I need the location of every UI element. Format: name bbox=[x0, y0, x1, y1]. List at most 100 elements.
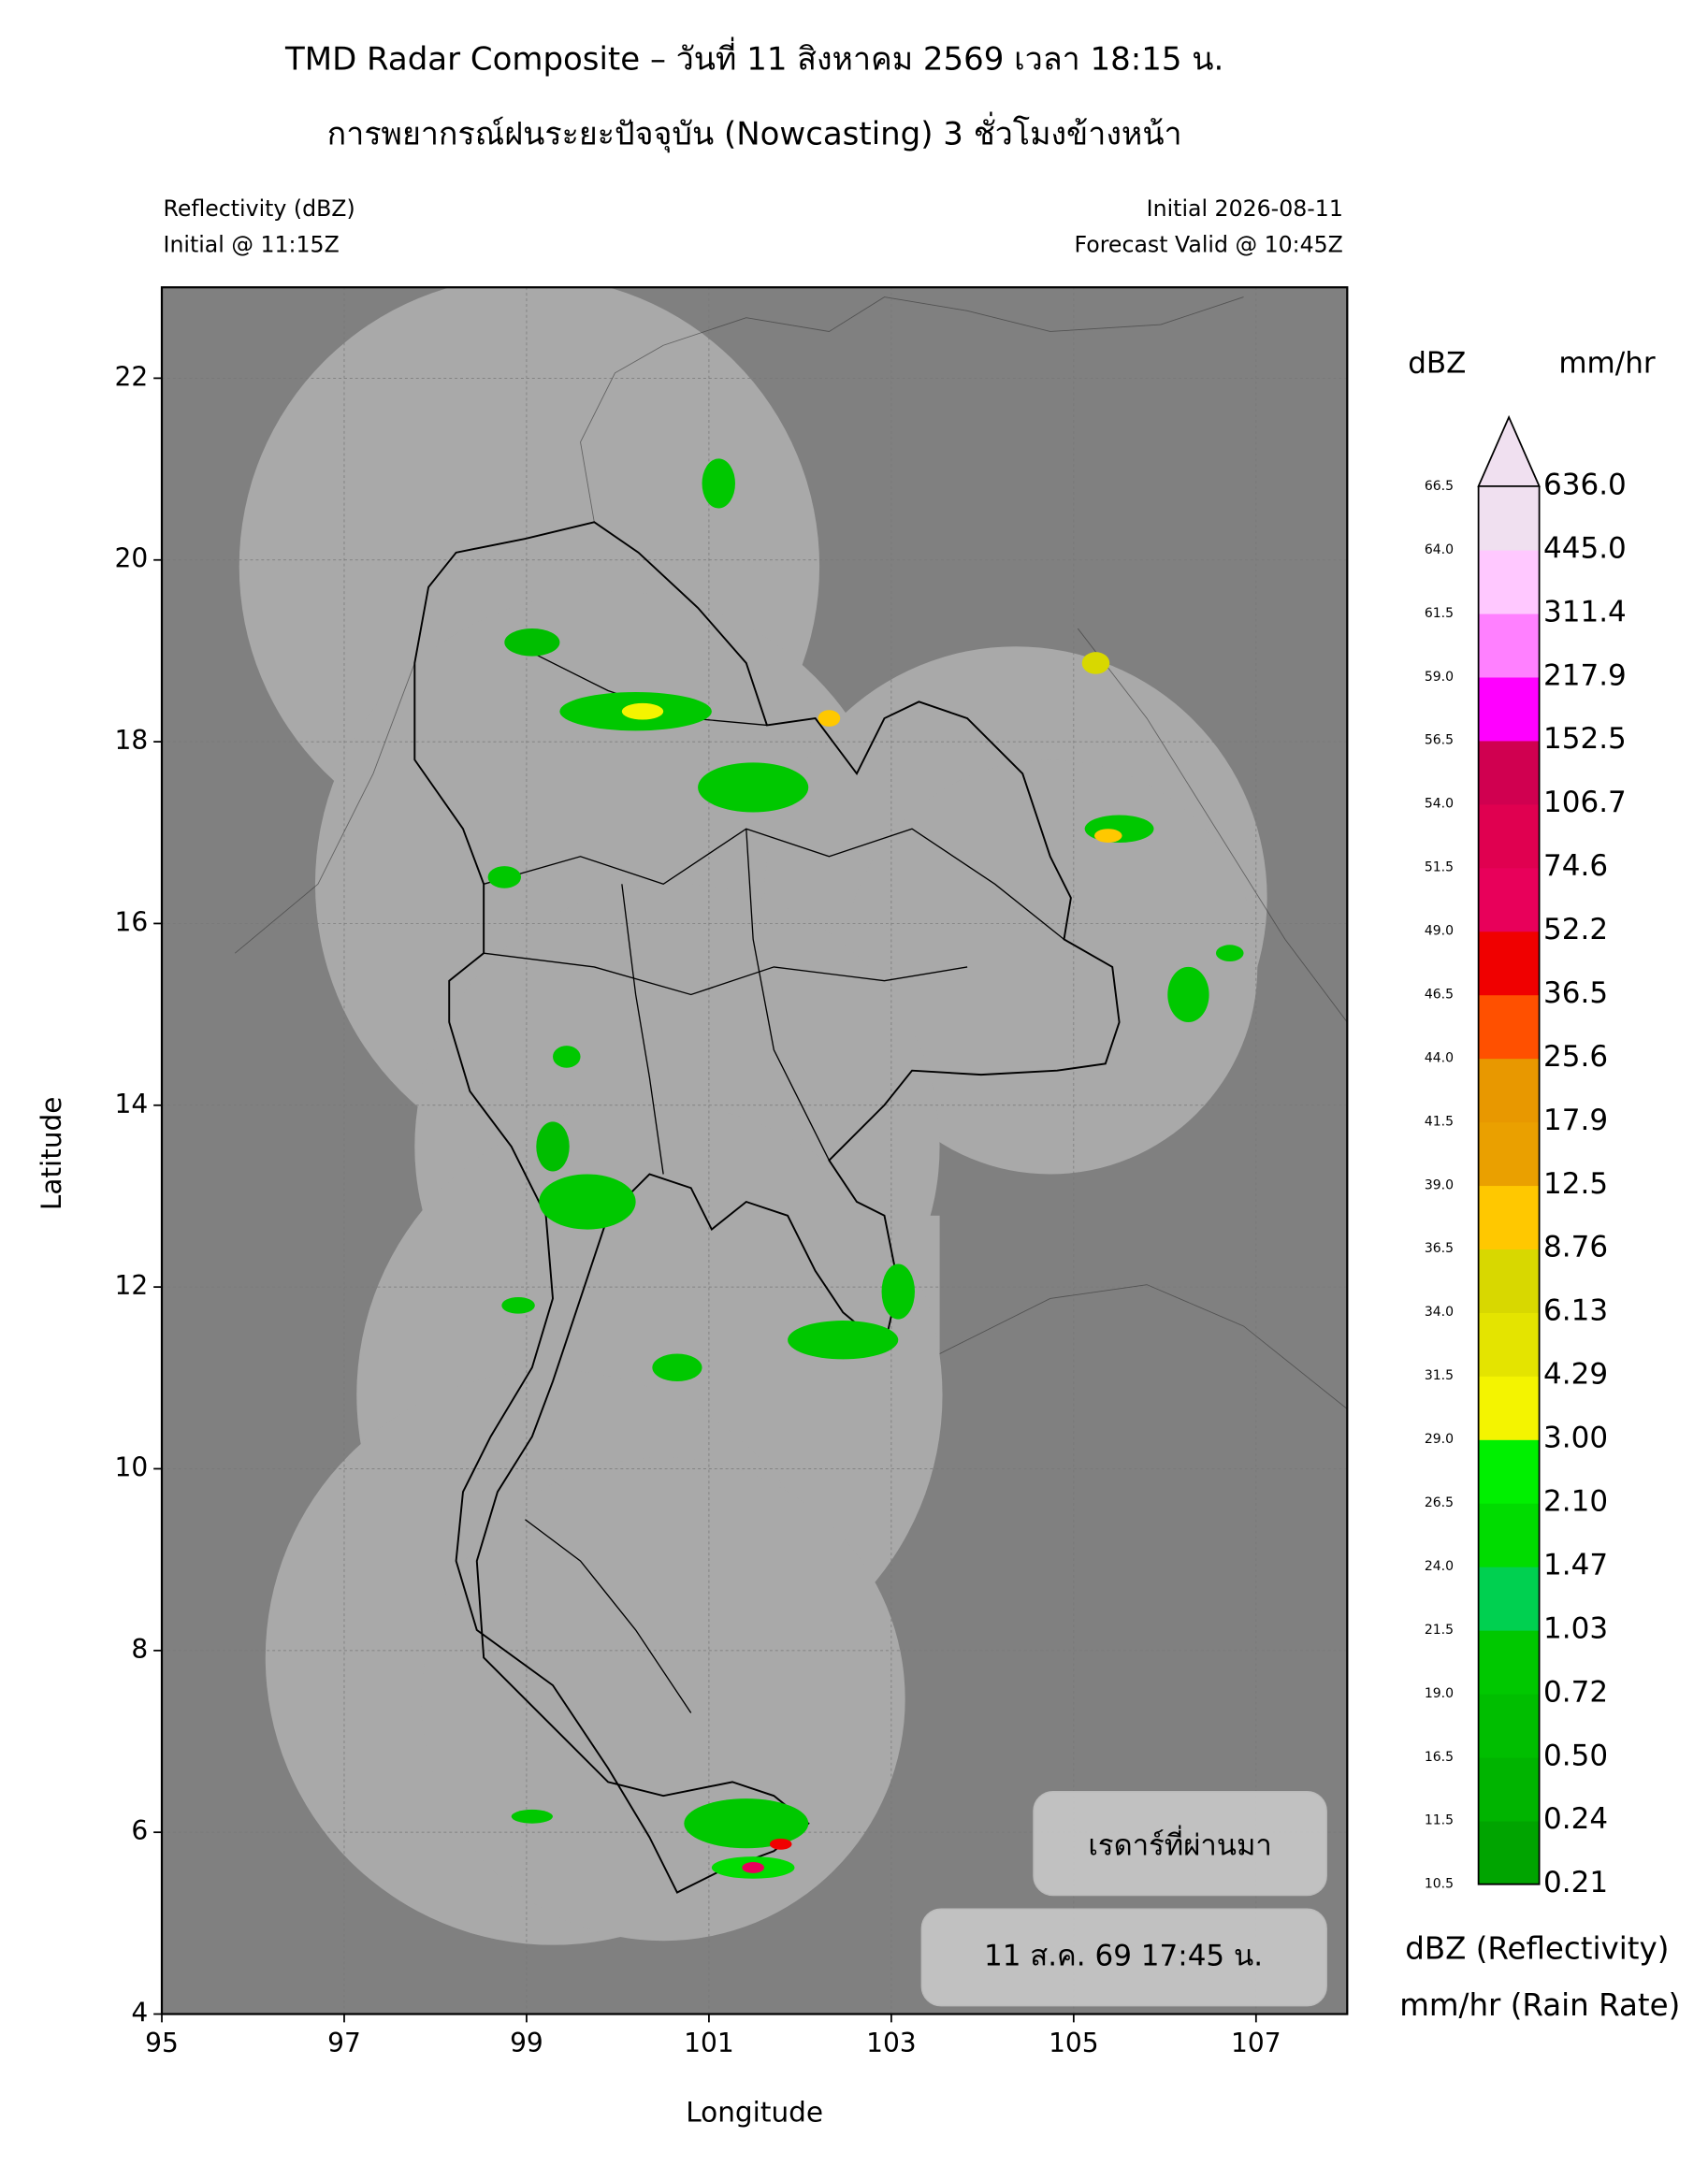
x-tick-label: 95 bbox=[145, 2028, 179, 2058]
y-tick-label: 4 bbox=[131, 1998, 148, 2029]
colorbar-dbz-label: 29.0 bbox=[1425, 1432, 1454, 1447]
colorbar-segment bbox=[1478, 867, 1540, 932]
province-line bbox=[484, 952, 968, 996]
colorbar-rate-label: 636.0 bbox=[1543, 468, 1627, 501]
colorbar-dbz-label: 24.0 bbox=[1425, 1559, 1454, 1574]
province-line bbox=[483, 828, 1064, 940]
y-tick-label: 16 bbox=[115, 906, 149, 937]
province-line bbox=[525, 1519, 692, 1713]
echo bbox=[501, 1296, 535, 1314]
colorbar-header: dBZ bbox=[1408, 346, 1466, 380]
echo bbox=[539, 1174, 636, 1230]
echo bbox=[652, 1353, 702, 1382]
colorbar-rate-label: 17.9 bbox=[1543, 1104, 1608, 1137]
colorbar-rate-label: 445.0 bbox=[1543, 531, 1627, 565]
colorbar-segment bbox=[1478, 1312, 1540, 1377]
colorbar-dbz-label: 19.0 bbox=[1425, 1686, 1454, 1701]
title: TMD Radar Composite – วันที่ 11 สิงหาคม … bbox=[284, 36, 1223, 78]
coverage-circle bbox=[843, 759, 1258, 1175]
map-area bbox=[162, 287, 1348, 2014]
colorbar: 10.5 11.5 16.5 19.0 21.5 24.0 26.5 29.0 31.5 34.0… bbox=[1425, 414, 1627, 1899]
colorbar-rate-label: 152.5 bbox=[1543, 722, 1627, 756]
colorbar-segment bbox=[1478, 549, 1540, 614]
colorbar-rate-label: 0.21 bbox=[1543, 1866, 1608, 1899]
colorbar-rate-label: 311.4 bbox=[1543, 595, 1627, 628]
colorbar-segment bbox=[1478, 613, 1540, 678]
axes: 95 97 99 101 103 105 107 4 6 8 10 12 14 16 18 20 22 bbox=[115, 361, 1281, 2058]
echo bbox=[788, 1321, 899, 1360]
x-tick-label: 103 bbox=[866, 2028, 917, 2058]
colorbar-dbz-label: 54.0 bbox=[1425, 797, 1454, 812]
info-left: Initial @ 11:15Z bbox=[163, 231, 339, 257]
colorbar-dbz-label: 44.0 bbox=[1425, 1050, 1454, 1065]
colorbar-extension bbox=[1477, 414, 1541, 487]
y-tick-label: 20 bbox=[115, 543, 149, 574]
colorbar-dbz-label: 59.0 bbox=[1425, 670, 1454, 685]
colorbar-rate-label: 0.50 bbox=[1543, 1739, 1608, 1772]
overlay-text: 11 ส.ค. 69 17:45 น. bbox=[984, 1939, 1263, 1972]
colorbar-dbz-label: 39.0 bbox=[1425, 1177, 1454, 1192]
y-tick-label: 22 bbox=[115, 361, 149, 392]
info-right: Forecast Valid @ 10:45Z bbox=[1075, 231, 1343, 257]
colorbar-segment bbox=[1478, 1566, 1540, 1631]
echo bbox=[769, 1838, 792, 1850]
colorbar-rate-label: 0.24 bbox=[1543, 1802, 1608, 1836]
echo bbox=[1094, 829, 1122, 843]
x-tick-label: 107 bbox=[1231, 2028, 1281, 2058]
colorbar-rate-label: 2.10 bbox=[1543, 1485, 1608, 1519]
colorbar-segment bbox=[1478, 1249, 1540, 1313]
colorbar-rate-label: 1.03 bbox=[1543, 1611, 1608, 1645]
colorbar-dbz-label: 56.5 bbox=[1425, 733, 1454, 748]
colorbar-rate-label: 6.13 bbox=[1543, 1294, 1608, 1328]
colorbar-segment bbox=[1478, 1756, 1540, 1822]
colorbar-dbz-label: 64.0 bbox=[1425, 542, 1454, 557]
colorbar-rate-label: 12.5 bbox=[1543, 1167, 1608, 1201]
colorbar-dbz-label: 36.5 bbox=[1425, 1241, 1454, 1256]
y-tick-label: 10 bbox=[115, 1451, 149, 1482]
x-tick-label: 97 bbox=[327, 2028, 361, 2058]
colorbar-dbz-label: 21.5 bbox=[1425, 1623, 1454, 1638]
colorbar-segment bbox=[1478, 803, 1540, 869]
info-left: Reflectivity (dBZ) bbox=[163, 195, 355, 222]
colorbar-rate-label: 8.76 bbox=[1543, 1231, 1608, 1264]
x-tick-label: 105 bbox=[1049, 2028, 1099, 2058]
colorbar-header: mm/hr bbox=[1558, 346, 1655, 380]
colorbar-rate-label: 106.7 bbox=[1543, 786, 1627, 819]
colorbar-dbz-label: 11.5 bbox=[1425, 1813, 1454, 1828]
colorbar-rate-label: 4.29 bbox=[1543, 1358, 1608, 1392]
province-line bbox=[745, 829, 831, 1162]
map-frame bbox=[160, 286, 1349, 2015]
echo bbox=[511, 1809, 554, 1824]
colorbar-segment bbox=[1478, 1503, 1540, 1567]
echo bbox=[1215, 945, 1244, 962]
echo bbox=[504, 628, 560, 657]
colorbar-segment bbox=[1478, 1058, 1540, 1123]
province-line bbox=[621, 884, 664, 1175]
colorbar-legend: dBZ (Reflectivity) bbox=[1405, 1931, 1669, 1967]
subtitle: การพยากรณ์ฝนระยะปัจจุบัน (Nowcasting) 3 … bbox=[327, 111, 1182, 152]
colorbar-rate-label: 1.47 bbox=[1543, 1548, 1608, 1581]
neighbour-borders bbox=[235, 296, 1348, 1409]
colorbar-dbz-label: 26.5 bbox=[1425, 1495, 1454, 1510]
y-tick-label: 14 bbox=[115, 1089, 149, 1119]
echo bbox=[1081, 652, 1110, 674]
colorbar-segment bbox=[1478, 740, 1540, 805]
overlay-box bbox=[920, 1908, 1327, 2007]
colorbar-segment bbox=[1478, 1693, 1540, 1758]
x-tick-label: 101 bbox=[684, 2028, 734, 2058]
echo bbox=[1167, 966, 1209, 1023]
colorbar-segment bbox=[1478, 994, 1540, 1060]
colorbar-dbz-label: 16.5 bbox=[1425, 1750, 1454, 1765]
echo bbox=[684, 1798, 809, 1849]
colorbar-segment bbox=[1478, 1376, 1540, 1440]
colorbar-dbz-label: 61.5 bbox=[1425, 606, 1454, 621]
colorbar-dbz-label: 31.5 bbox=[1425, 1368, 1454, 1383]
echo bbox=[621, 702, 664, 720]
y-tick-label: 8 bbox=[131, 1634, 148, 1665]
overlay-text: เรดาร์ที่ผ่านมา bbox=[1088, 1825, 1271, 1862]
echo bbox=[742, 1862, 764, 1873]
colorbar-rate-label: 74.6 bbox=[1543, 849, 1608, 883]
echo bbox=[487, 866, 522, 888]
